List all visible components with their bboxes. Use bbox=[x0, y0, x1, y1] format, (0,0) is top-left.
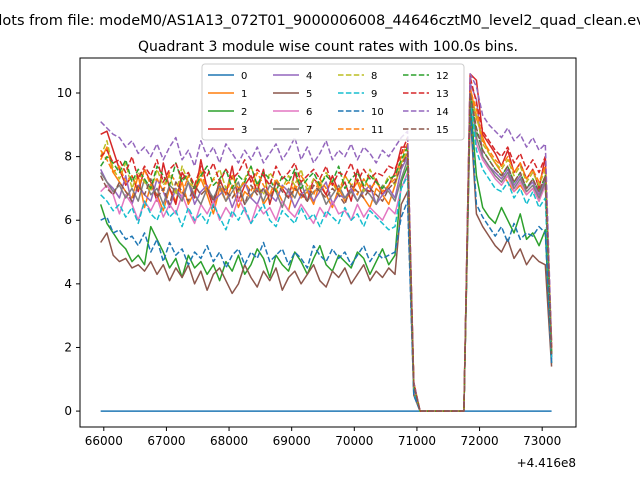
legend-label: 10 bbox=[371, 107, 384, 118]
y-tick-label: 4 bbox=[64, 277, 72, 291]
x-tick-label: 68000 bbox=[210, 434, 248, 448]
x-tick-label: 72000 bbox=[460, 434, 498, 448]
x-offset-label: +4.416e8 bbox=[517, 456, 576, 470]
y-tick-label: 0 bbox=[64, 404, 72, 418]
legend-label: 3 bbox=[241, 125, 247, 136]
x-tick-label: 67000 bbox=[147, 434, 185, 448]
y-axis: 0 2 4 6 8 10 bbox=[57, 86, 80, 418]
x-tick-label: 73000 bbox=[523, 434, 561, 448]
legend-label: 13 bbox=[436, 89, 449, 100]
chart-title: Quadrant 3 module wise count rates with … bbox=[138, 39, 518, 55]
legend-frame bbox=[201, 63, 465, 141]
plot-area bbox=[79, 57, 577, 428]
y-tick-label: 8 bbox=[64, 150, 72, 164]
series-line-10 bbox=[100, 104, 553, 412]
x-tick-label: 66000 bbox=[85, 434, 123, 448]
series-line-13 bbox=[100, 76, 553, 412]
series-line-5 bbox=[100, 111, 553, 412]
legend-label: 5 bbox=[306, 89, 312, 100]
legend-label: 7 bbox=[306, 125, 312, 136]
legend-label: 11 bbox=[371, 125, 384, 136]
legend-label: 9 bbox=[371, 89, 377, 100]
series-line-3 bbox=[100, 73, 553, 412]
x-tick-label: 71000 bbox=[398, 434, 436, 448]
suptitle: Plots from file: modeM0/AS1A13_072T01_90… bbox=[0, 13, 640, 29]
series-layer bbox=[99, 73, 553, 412]
series-line-12 bbox=[100, 92, 553, 412]
legend-label: 0 bbox=[241, 71, 247, 82]
legend-label: 12 bbox=[436, 71, 449, 82]
series-line-9 bbox=[100, 95, 553, 412]
series-line-2 bbox=[99, 98, 553, 412]
legend-label: 1 bbox=[241, 89, 247, 100]
x-tick-label: 69000 bbox=[273, 434, 311, 448]
series-line-8 bbox=[99, 95, 553, 412]
series-line-14 bbox=[100, 73, 553, 412]
series-line-4 bbox=[99, 82, 553, 412]
x-axis: 66000 67000 68000 69000 70000 71000 72000 73000 bbox=[85, 427, 561, 448]
x-tick-label: 70000 bbox=[335, 434, 373, 448]
legend-label: 15 bbox=[436, 125, 449, 136]
legend-label: 4 bbox=[306, 71, 312, 82]
axes-frame bbox=[79, 57, 577, 428]
legend-label: 8 bbox=[371, 71, 377, 82]
legend-label: 6 bbox=[306, 107, 312, 118]
series-line-15 bbox=[99, 92, 553, 412]
legend-label: 2 bbox=[241, 107, 247, 118]
legend-label: 14 bbox=[436, 107, 449, 118]
y-tick-label: 6 bbox=[64, 213, 72, 227]
y-tick-label: 2 bbox=[64, 340, 72, 354]
y-tick-label: 10 bbox=[57, 86, 72, 100]
